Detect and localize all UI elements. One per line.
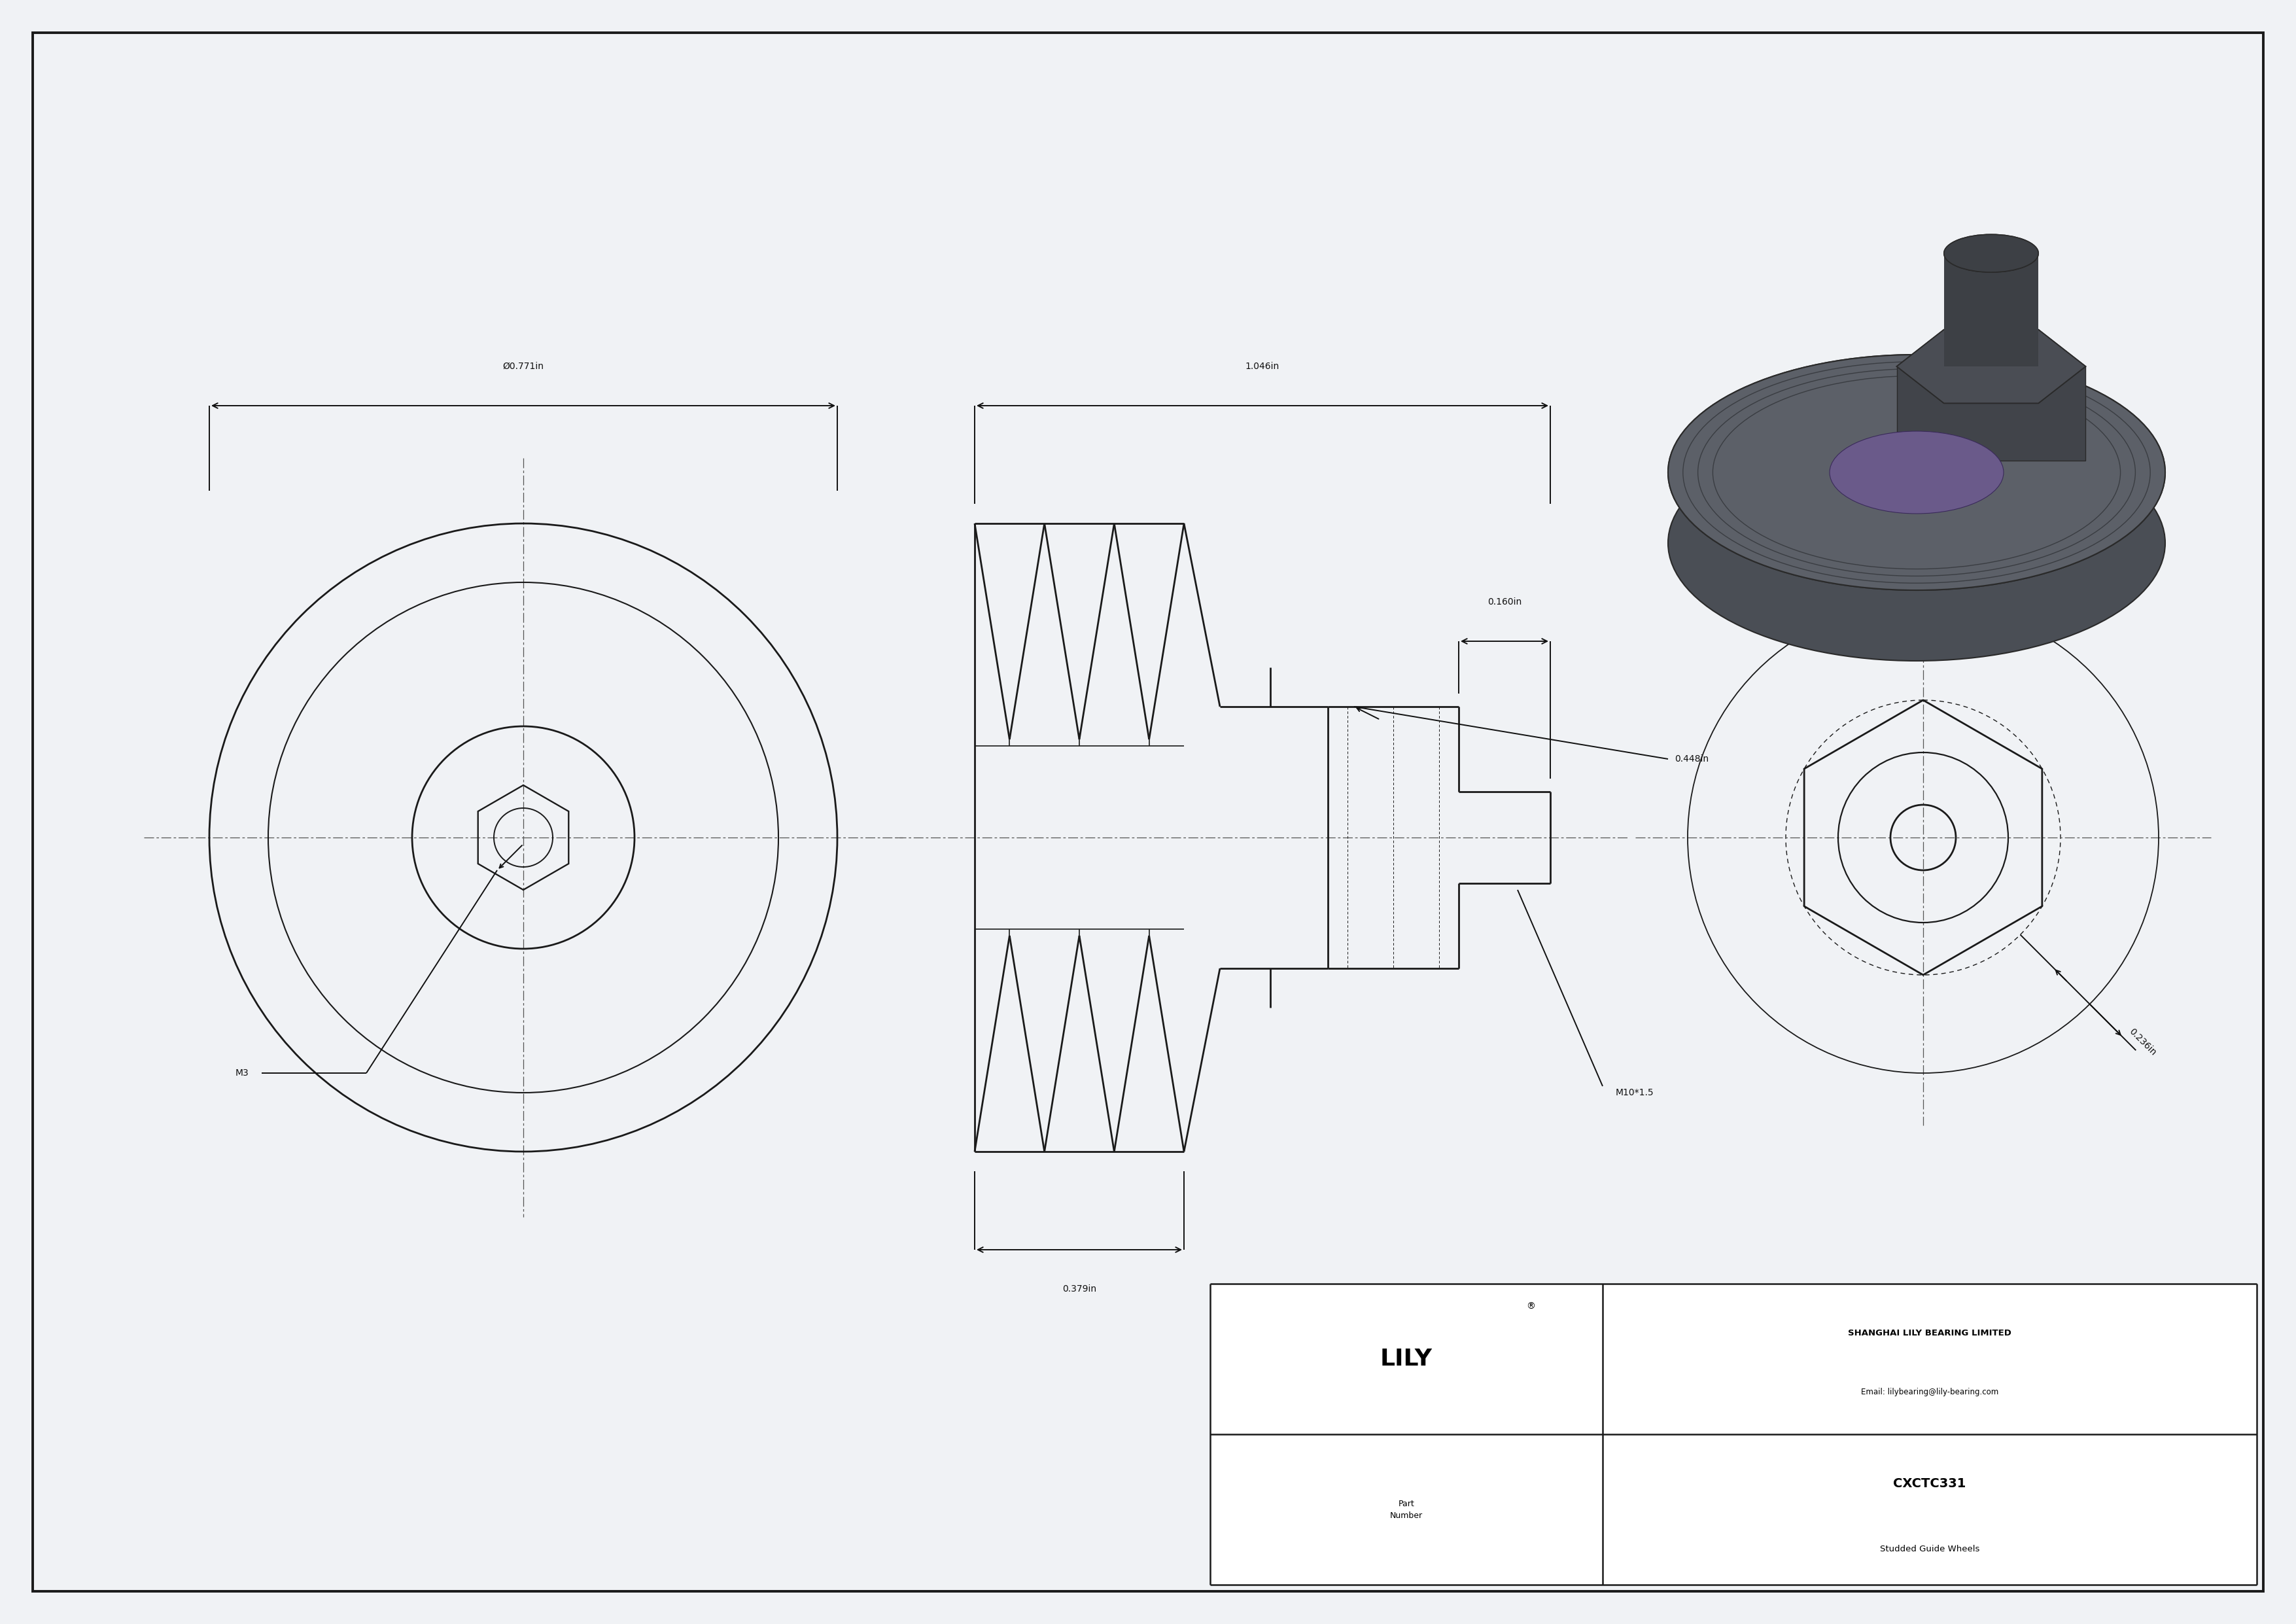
Ellipse shape xyxy=(1945,234,2039,273)
Text: 0.160in: 0.160in xyxy=(1488,598,1522,606)
Text: CXCTC331: CXCTC331 xyxy=(1894,1478,1965,1489)
Text: 0.379in: 0.379in xyxy=(1063,1285,1097,1294)
Text: 0.236in: 0.236in xyxy=(2128,1026,2158,1057)
Text: Email: lilybearing@lily-bearing.com: Email: lilybearing@lily-bearing.com xyxy=(1862,1387,1998,1397)
Ellipse shape xyxy=(1667,354,2165,590)
Ellipse shape xyxy=(1667,354,2165,590)
Ellipse shape xyxy=(1945,234,2039,273)
Text: SHANGHAI LILY BEARING LIMITED: SHANGHAI LILY BEARING LIMITED xyxy=(1848,1328,2011,1337)
Text: LILY: LILY xyxy=(1380,1348,1433,1371)
Text: Ø0.771in: Ø0.771in xyxy=(503,362,544,370)
Polygon shape xyxy=(1896,330,2085,403)
Ellipse shape xyxy=(1830,432,2004,513)
Text: M10*1.5: M10*1.5 xyxy=(1616,1088,1653,1098)
Text: 1.046in: 1.046in xyxy=(1244,362,1279,370)
Bar xyxy=(1210,1283,2257,1585)
Bar xyxy=(1945,253,2039,367)
Text: ®: ® xyxy=(1527,1302,1536,1311)
Text: M3: M3 xyxy=(234,1069,248,1078)
Text: Part
Number: Part Number xyxy=(1389,1499,1424,1520)
Polygon shape xyxy=(1896,367,2085,461)
Ellipse shape xyxy=(1706,372,2128,573)
Text: Studded Guide Wheels: Studded Guide Wheels xyxy=(1880,1544,1979,1553)
Polygon shape xyxy=(1896,330,2085,403)
Ellipse shape xyxy=(1667,425,2165,661)
Text: 0.448in: 0.448in xyxy=(1674,755,1708,763)
Ellipse shape xyxy=(1743,390,2092,555)
